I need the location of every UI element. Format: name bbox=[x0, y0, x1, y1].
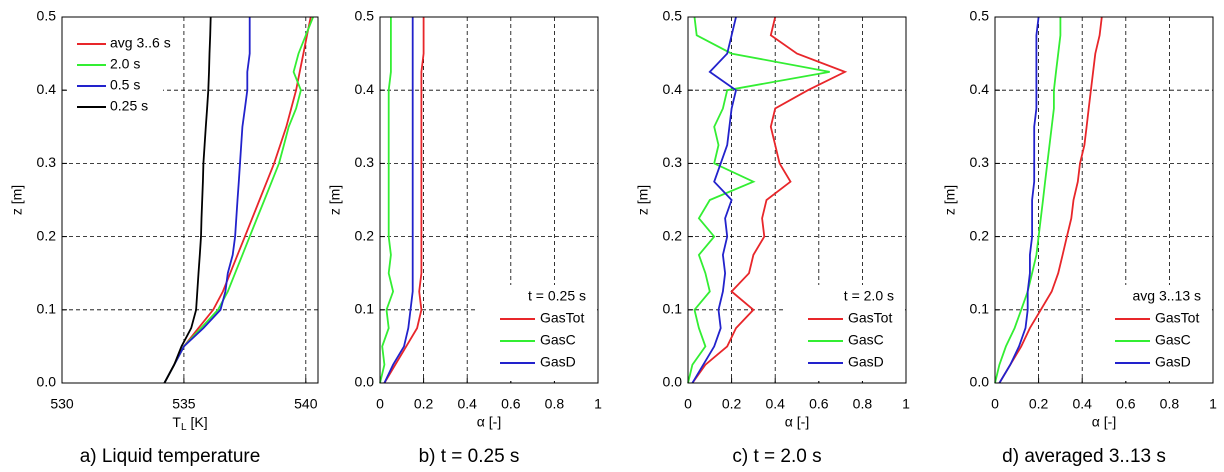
data-line bbox=[994, 17, 1062, 384]
data-line bbox=[998, 16, 1103, 384]
y-tick-label: 0.0 bbox=[663, 374, 683, 390]
y-tick-label: 0.3 bbox=[355, 154, 375, 170]
y-axis-label: z [m] bbox=[327, 185, 343, 215]
x-axis-label: α [-] bbox=[1092, 414, 1116, 430]
legend-box bbox=[786, 285, 904, 381]
y-tick-label: 0.1 bbox=[970, 301, 990, 317]
x-tick-label: 535 bbox=[172, 396, 196, 412]
y-tick-label: 0.0 bbox=[37, 374, 57, 390]
x-tick-label: 1 bbox=[594, 396, 602, 412]
plot-frame bbox=[379, 16, 599, 384]
legend-box bbox=[478, 285, 596, 381]
plot-frame bbox=[61, 16, 319, 384]
x-tick-label: 1 bbox=[1209, 396, 1217, 412]
x-tick-label: 0.4 bbox=[765, 396, 785, 412]
legend-label: 0.5 s bbox=[110, 77, 140, 93]
y-tick-label: 0.1 bbox=[37, 301, 57, 317]
panel-caption: b) t = 0.25 s bbox=[419, 446, 520, 467]
y-tick-label: 0.2 bbox=[355, 227, 375, 243]
data-line bbox=[163, 17, 251, 384]
legend-label: GasD bbox=[540, 354, 576, 370]
data-line bbox=[383, 17, 414, 384]
x-tick-label: 0.8 bbox=[545, 396, 565, 412]
legend-label: GasD bbox=[848, 354, 884, 370]
x-tick-label: 1 bbox=[902, 396, 910, 412]
legend-label: GasTot bbox=[540, 310, 584, 326]
data-line bbox=[691, 16, 848, 384]
y-axis-label: z [m] bbox=[9, 185, 25, 215]
y-tick-label: 0.0 bbox=[970, 374, 990, 390]
y-tick-label: 0.0 bbox=[355, 374, 375, 390]
x-tick-label: 0 bbox=[684, 396, 692, 412]
legend-title: avg 3..13 s bbox=[1133, 288, 1202, 304]
legend-label: GasC bbox=[540, 332, 576, 348]
legend-box bbox=[1093, 285, 1211, 381]
plot-frame bbox=[687, 16, 907, 384]
legend-label: 0.25 s bbox=[110, 98, 148, 114]
y-tick-label: 0.5 bbox=[663, 8, 683, 24]
panel-caption: c) t = 2.0 s bbox=[732, 446, 821, 467]
legend-label: GasTot bbox=[848, 310, 892, 326]
x-tick-label: 0.4 bbox=[457, 396, 477, 412]
plot-frame bbox=[994, 16, 1214, 384]
y-tick-label: 0.4 bbox=[355, 81, 375, 97]
legend-label: avg 3..6 s bbox=[110, 35, 171, 51]
y-axis-label: z [m] bbox=[635, 185, 651, 215]
x-axis-label: TL [K] bbox=[172, 414, 207, 433]
data-line bbox=[687, 16, 830, 384]
data-line bbox=[998, 16, 1040, 384]
y-axis-label: z [m] bbox=[942, 185, 958, 215]
legend-label: GasTot bbox=[1155, 310, 1199, 326]
x-tick-label: 0 bbox=[991, 396, 999, 412]
y-tick-label: 0.2 bbox=[663, 227, 683, 243]
legend-label: 2.0 s bbox=[110, 56, 140, 72]
x-axis-label-sub: L bbox=[181, 422, 187, 433]
data-line bbox=[163, 16, 312, 384]
x-tick-label: 0.2 bbox=[722, 396, 742, 412]
legend-title: t = 0.25 s bbox=[528, 288, 586, 304]
legend-title: t = 2.0 s bbox=[844, 288, 894, 304]
x-axis-label: α [-] bbox=[785, 414, 809, 430]
y-tick-label: 0.4 bbox=[37, 81, 57, 97]
x-tick-label: 0.8 bbox=[853, 396, 873, 412]
legend-label: GasD bbox=[1155, 354, 1191, 370]
data-line bbox=[691, 16, 738, 384]
y-tick-label: 0.1 bbox=[355, 301, 375, 317]
x-axis-label: α [-] bbox=[477, 414, 501, 430]
y-tick-label: 0.4 bbox=[970, 81, 990, 97]
y-tick-label: 0.2 bbox=[37, 227, 57, 243]
legend-label: GasC bbox=[1155, 332, 1191, 348]
x-tick-label: 0.6 bbox=[809, 396, 829, 412]
y-tick-label: 0.1 bbox=[663, 301, 683, 317]
x-tick-label: 0.2 bbox=[414, 396, 434, 412]
panel-caption: a) Liquid temperature bbox=[80, 446, 261, 467]
y-tick-label: 0.5 bbox=[355, 8, 375, 24]
y-tick-label: 0.4 bbox=[663, 81, 683, 97]
y-tick-label: 0.5 bbox=[37, 8, 57, 24]
x-tick-label: 0.6 bbox=[1116, 396, 1136, 412]
y-tick-label: 0.5 bbox=[970, 8, 990, 24]
y-tick-label: 0.3 bbox=[37, 154, 57, 170]
panel-caption: d) averaged 3..13 s bbox=[1002, 446, 1166, 467]
data-line bbox=[379, 17, 395, 384]
data-line bbox=[163, 16, 212, 384]
y-tick-label: 0.3 bbox=[970, 154, 990, 170]
x-tick-label: 0.2 bbox=[1029, 396, 1049, 412]
x-axis-label-main: T bbox=[172, 414, 181, 430]
x-tick-label: 0.8 bbox=[1160, 396, 1180, 412]
x-tick-label: 540 bbox=[294, 396, 318, 412]
x-tick-label: 0.4 bbox=[1072, 396, 1092, 412]
x-tick-label: 530 bbox=[50, 396, 74, 412]
y-tick-label: 0.2 bbox=[970, 227, 990, 243]
x-tick-label: 0 bbox=[376, 396, 384, 412]
x-axis-label-unit: [K] bbox=[191, 414, 208, 430]
data-line bbox=[383, 17, 425, 384]
legend-box bbox=[67, 23, 163, 117]
y-tick-label: 0.3 bbox=[663, 154, 683, 170]
data-line bbox=[163, 16, 314, 384]
x-tick-label: 0.6 bbox=[501, 396, 521, 412]
legend-label: GasC bbox=[848, 332, 884, 348]
